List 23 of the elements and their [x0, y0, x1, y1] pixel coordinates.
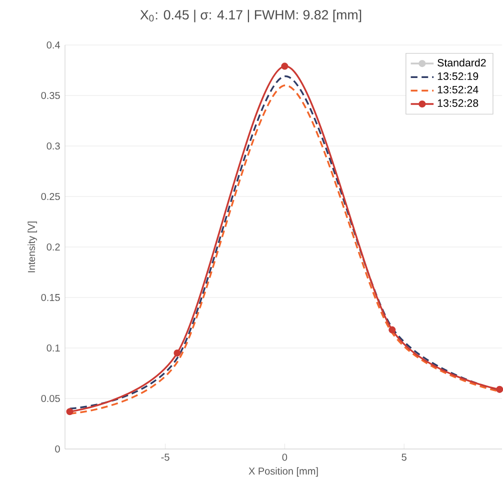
chart-title: X$_{0}$: 0.45 | σ: 4.17 | FWHM: 9.82 [mm] — [140, 10, 362, 22]
x-axis-title: X Position [mm] — [248, 467, 318, 477]
y-tick-label: 0.15 — [41, 294, 60, 302]
y-tick-label: 0.3 — [46, 142, 60, 150]
x-tick-label: -5 — [161, 454, 170, 461]
y-axis-title: Intensity [V] — [28, 222, 37, 272]
point — [174, 350, 181, 357]
y-tick-label: 0.05 — [41, 394, 60, 402]
y-tick-label: 0.35 — [41, 92, 60, 100]
point — [388, 326, 396, 334]
y-tick-label: 0.25 — [41, 192, 60, 200]
y-tick-label: 0 — [55, 445, 60, 453]
y-tick-label: 0.4 — [46, 41, 60, 49]
point — [281, 62, 288, 70]
legend-label: 13:52:19 — [438, 72, 478, 80]
x-tick-label: 5 — [402, 454, 406, 461]
legend-label: 13:52:24 — [438, 86, 478, 94]
legend-label: 13:52:28 — [438, 99, 478, 107]
y-tick-label: 0.1 — [46, 344, 60, 352]
x-tick-label: 0 — [282, 454, 288, 461]
y-tick-label: 0.2 — [46, 243, 60, 251]
legend-label: Standard2 — [438, 58, 486, 67]
point — [66, 408, 74, 416]
